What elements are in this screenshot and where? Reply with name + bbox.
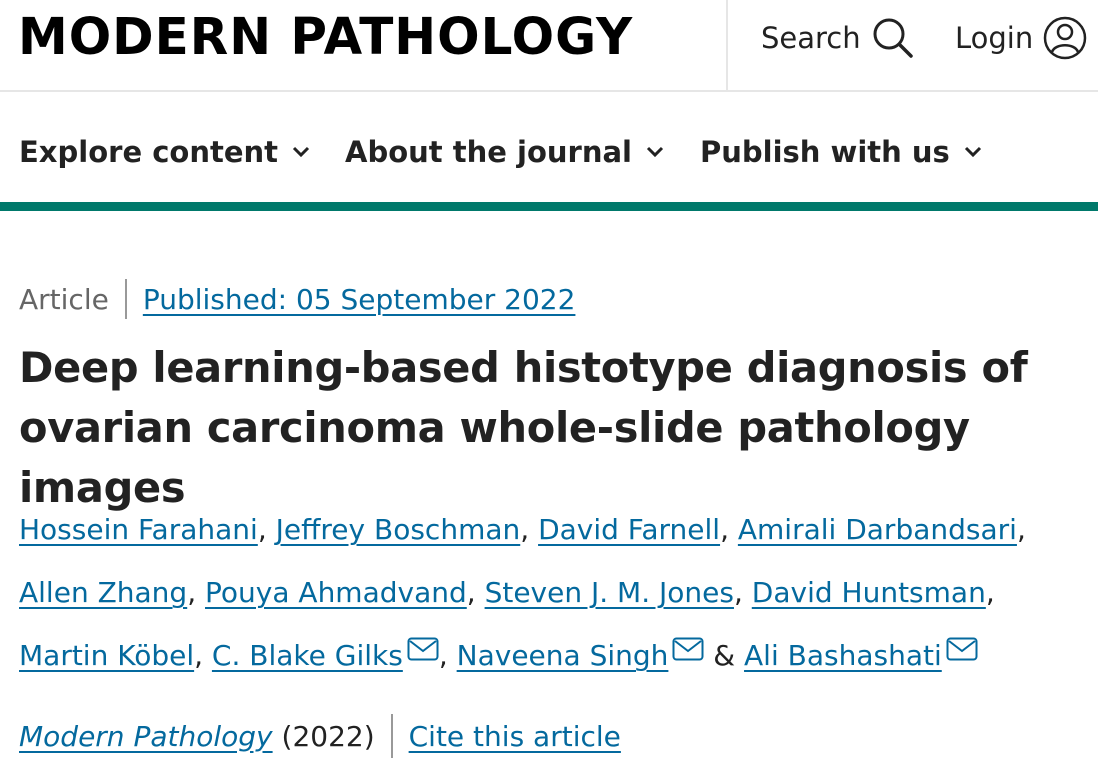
site-header: MODERN PATHOLOGY Search Login	[0, 0, 1098, 92]
meta-divider	[124, 279, 127, 319]
citation-line: Modern Pathology (2022) Cite this articl…	[19, 714, 621, 758]
author-link[interactable]: C. Blake Gilks	[211, 639, 403, 672]
published-date-link[interactable]: Published: 05 September 2022	[142, 282, 576, 316]
author-separator: ,	[520, 513, 539, 546]
author-item: Allen Zhang,	[19, 576, 205, 609]
main-nav: Explore content About the journal Publis…	[0, 92, 1098, 202]
journal-link[interactable]: Modern Pathology	[19, 719, 273, 753]
article-type: Article	[19, 282, 109, 316]
chevron-down-icon	[646, 146, 664, 158]
author-item: C. Blake Gilks,	[211, 637, 457, 672]
author-separator: ,	[194, 639, 212, 672]
author-link[interactable]: David Huntsman	[751, 576, 986, 609]
article-title: Deep learning-based histotype diagnosis …	[19, 343, 1028, 512]
year-label	[273, 720, 282, 753]
accent-bar	[0, 202, 1098, 211]
author-separator: ,	[1016, 513, 1035, 546]
author-list: Hossein Farahani, Jeffrey Boschman, Davi…	[19, 498, 1094, 687]
author-item: Martin Köbel,	[19, 639, 212, 672]
nav-publish-with-us[interactable]: Publish with us	[700, 130, 982, 174]
author-link[interactable]: David Farnell	[538, 513, 721, 546]
chevron-down-icon	[292, 146, 310, 158]
email-icon[interactable]	[407, 637, 439, 661]
author-item: Pouya Ahmadvand,	[205, 576, 485, 609]
author-separator: ,	[257, 513, 276, 546]
author-item: David Farnell,	[538, 513, 738, 546]
email-icon[interactable]	[672, 637, 704, 661]
author-link[interactable]: Hossein Farahani	[19, 513, 258, 546]
cite-article-link[interactable]: Cite this article	[408, 719, 621, 753]
chevron-down-icon	[964, 146, 981, 158]
nav-item-label: Explore content	[19, 135, 279, 169]
cite-divider	[390, 714, 393, 758]
publication-year: (2022)	[281, 719, 375, 753]
nav-item-label: Publish with us	[700, 135, 950, 169]
search-button[interactable]: Search	[761, 16, 915, 60]
author-link[interactable]: Amirali Darbandsari	[737, 513, 1017, 546]
author-link[interactable]: Allen Zhang	[19, 576, 188, 609]
login-label: Login	[955, 21, 1034, 55]
email-icon[interactable]	[946, 637, 978, 661]
author-separator: ,	[985, 576, 1004, 609]
author-separator: ,	[187, 576, 206, 609]
author-item: Hossein Farahani,	[19, 513, 276, 546]
author-item: Amirali Darbandsari,	[738, 513, 1035, 546]
nav-explore-content[interactable]: Explore content	[19, 130, 310, 174]
author-link[interactable]: Steven J. M. Jones	[484, 576, 734, 609]
author-item: Naveena Singh &	[456, 637, 745, 672]
author-link[interactable]: Ali Bashashati	[744, 639, 942, 672]
author-separator: ,	[466, 576, 485, 609]
header-divider	[726, 0, 728, 92]
author-separator: ,	[733, 576, 752, 609]
journal-logo[interactable]: MODERN PATHOLOGY	[18, 8, 634, 67]
search-label: Search	[761, 21, 861, 55]
author-separator: ,	[720, 513, 738, 546]
search-icon	[873, 18, 913, 58]
author-link[interactable]: Martin Köbel	[19, 639, 195, 672]
nav-item-label: About the journal	[345, 135, 632, 169]
author-separator: &	[704, 639, 745, 672]
login-button[interactable]: Login	[955, 16, 1087, 60]
user-icon	[1044, 16, 1087, 60]
author-item: Steven J. M. Jones,	[485, 576, 752, 609]
author-link[interactable]: Jeffrey Boschman	[275, 513, 521, 546]
author-link[interactable]: Naveena Singh	[456, 639, 669, 672]
author-item: David Huntsman,	[752, 576, 1004, 609]
author-separator: ,	[438, 639, 457, 672]
author-item: Ali Bashashati	[744, 637, 978, 672]
article-meta: Article Published: 05 September 2022	[19, 278, 575, 320]
author-item: Jeffrey Boschman,	[276, 513, 538, 546]
author-link[interactable]: Pouya Ahmadvand	[205, 576, 467, 609]
nav-about-journal[interactable]: About the journal	[345, 130, 664, 174]
